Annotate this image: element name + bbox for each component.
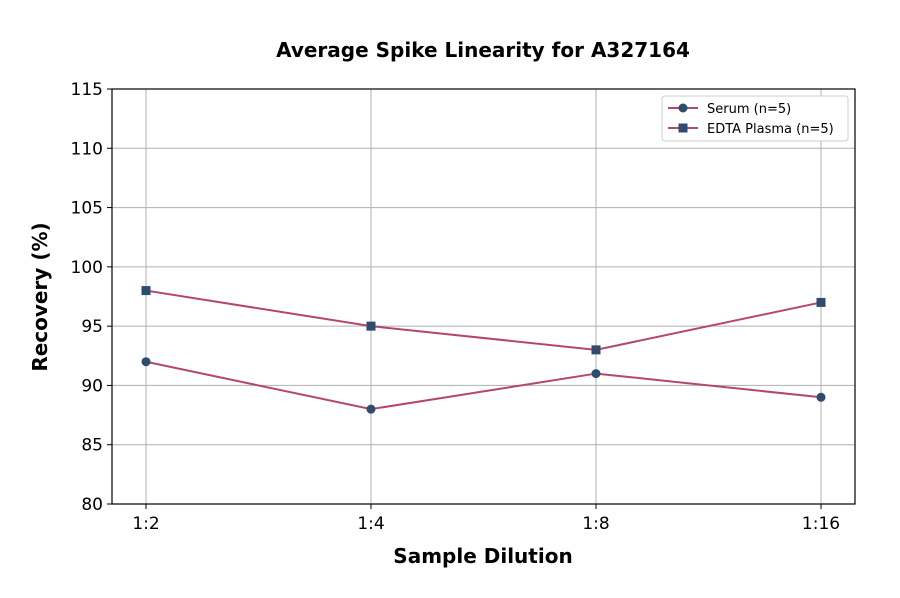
x-axis-label: Sample Dilution [393, 544, 572, 568]
y-tick-label: 95 [81, 317, 103, 337]
legend: Serum (n=5) EDTA Plasma (n=5) [661, 95, 849, 142]
data-point [816, 392, 826, 402]
legend-marker [678, 103, 688, 113]
plot-frame [111, 88, 856, 505]
y-tick-label: 105 [71, 199, 103, 219]
y-tick-label: 115 [71, 80, 103, 100]
data-point [141, 286, 151, 296]
data-point [591, 345, 601, 355]
grid [112, 88, 855, 505]
ticks: 80 85 90 95 100 105 110 115 1:2 1:4 1:8 1:16 [71, 80, 841, 534]
y-axis-label: Recovery (%) [28, 222, 52, 371]
series-layer [141, 286, 826, 414]
legend-label: Serum (n=5) [707, 102, 791, 117]
y-tick-label: 80 [81, 495, 103, 515]
x-tick-label: 1:4 [357, 514, 384, 534]
series-line-0 [145, 360, 822, 411]
y-tick-label: 110 [71, 139, 103, 159]
data-point [816, 297, 826, 307]
chart-title: Average Spike Linearity for A327164 [276, 38, 690, 62]
data-point [591, 369, 601, 379]
x-tick-label: 1:8 [582, 514, 609, 534]
legend-label: EDTA Plasma (n=5) [707, 122, 834, 137]
legend-marker [678, 123, 688, 133]
data-point [366, 404, 376, 414]
data-point [141, 357, 151, 367]
y-tick-label: 85 [81, 436, 103, 456]
y-tick-label: 100 [71, 258, 103, 278]
y-tick-label: 90 [81, 376, 103, 396]
x-tick-label: 1:16 [802, 514, 840, 534]
x-tick-label: 1:2 [132, 514, 159, 534]
legend-box [661, 95, 849, 142]
data-point [366, 321, 376, 331]
series-line-1 [145, 289, 822, 351]
